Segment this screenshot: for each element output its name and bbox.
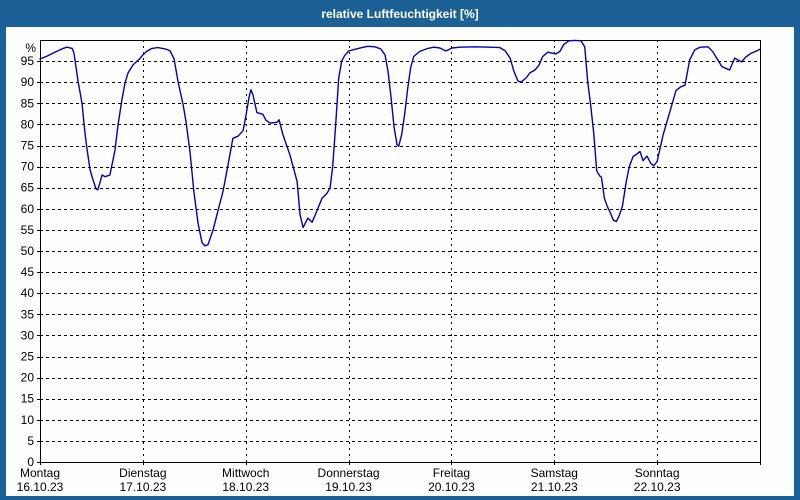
- y-tick-label: 10: [21, 413, 35, 427]
- x-day-label: Freitag: [433, 466, 470, 480]
- y-tick-label: 50: [21, 244, 35, 258]
- y-tick-label: 80: [21, 117, 35, 131]
- y-tick-label: 95: [21, 54, 35, 68]
- y-tick-label: 75: [21, 139, 35, 153]
- y-tick-label: 85: [21, 96, 35, 110]
- y-tick-label: 45: [21, 265, 35, 279]
- x-day-label: Dienstag: [119, 466, 166, 480]
- x-date-label: 19.10.23: [325, 480, 372, 494]
- plot-frame: [40, 40, 761, 463]
- chart-background: [6, 27, 794, 496]
- y-tick-label: 0: [27, 455, 34, 469]
- y-tick-label: 35: [21, 307, 35, 321]
- y-tick-label: 55: [21, 223, 35, 237]
- y-tick-label: 25: [21, 350, 35, 364]
- x-day-label: Montag: [20, 466, 60, 480]
- y-axis-unit: %: [25, 41, 36, 55]
- x-date-label: 17.10.23: [119, 480, 166, 494]
- x-day-label: Donnerstag: [318, 466, 380, 480]
- x-date-label: 22.10.23: [634, 480, 681, 494]
- y-tick-label: 5: [27, 434, 34, 448]
- y-tick-label: 60: [21, 202, 35, 216]
- y-tick-label: 30: [21, 328, 35, 342]
- y-tick-label: 70: [21, 160, 35, 174]
- x-day-label: Mittwoch: [222, 466, 269, 480]
- title-bar: relative Luftfeuchtigkeit [%]: [0, 0, 800, 27]
- y-tick-label: 20: [21, 371, 35, 385]
- x-date-label: 16.10.23: [17, 480, 64, 494]
- y-tick-label: 40: [21, 286, 35, 300]
- y-tick-label: 90: [21, 75, 35, 89]
- x-day-label: Samstag: [531, 466, 578, 480]
- humidity-line: [39, 39, 761, 247]
- x-date-label: 21.10.23: [531, 480, 578, 494]
- x-date-label: 18.10.23: [222, 480, 269, 494]
- x-date-label: 20.10.23: [428, 480, 475, 494]
- chart-title: relative Luftfeuchtigkeit [%]: [321, 6, 479, 21]
- y-tick-label: 65: [21, 181, 35, 195]
- x-day-label: Sonntag: [635, 466, 680, 480]
- y-tick-label: 15: [21, 392, 35, 406]
